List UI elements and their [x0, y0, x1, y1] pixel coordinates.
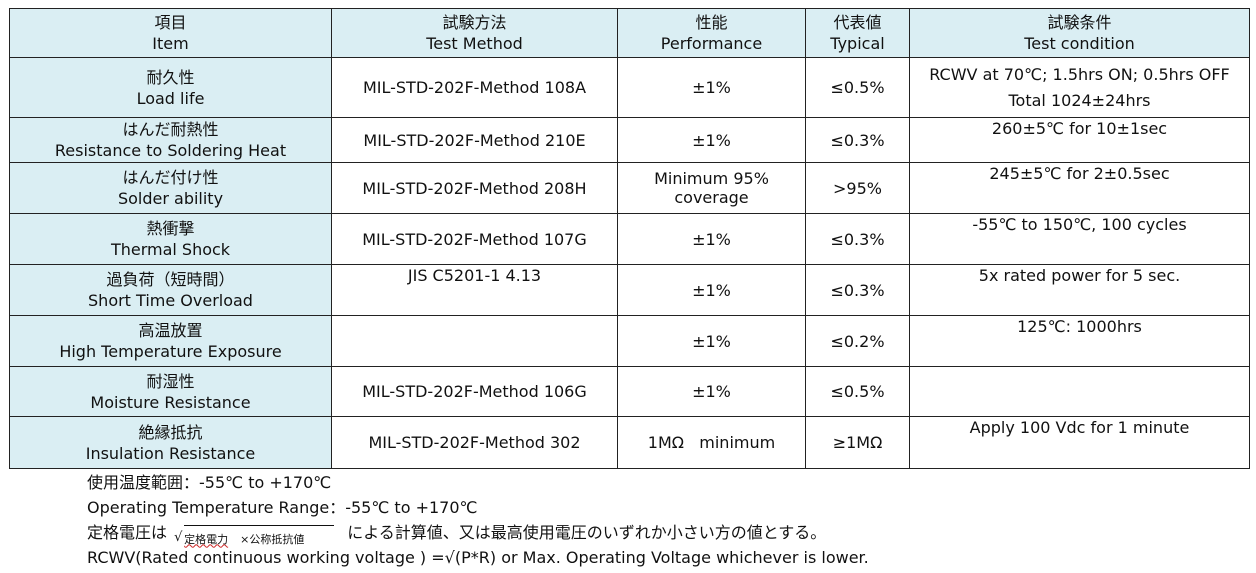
row-condition: 5x rated power for 5 sec.: [909, 264, 1250, 316]
row-performance: Minimum 95% coverage: [617, 162, 806, 214]
row-performance: ±1%: [617, 366, 806, 417]
header-typ-jp: 代表値: [833, 13, 882, 32]
table-row: 耐久性 Load life MIL-STD-202F-Method 108A ±1…: [9, 57, 1250, 118]
note-rated-voltage: 定格電圧は √ 定格電力 ×公称抵抗値 による計算値、又は最高使用電圧のいずれか小…: [87, 520, 869, 546]
row-method: MIL-STD-202F-Method 302: [331, 416, 618, 469]
cond-line-1: RCWV at 70℃; 1.5hrs ON; 0.5hrs OFF: [929, 64, 1230, 84]
row-performance: ±1%: [617, 315, 806, 367]
header-method-en: Test Method: [426, 34, 523, 53]
item-jp: 耐湿性: [146, 371, 195, 391]
row-method: MIL-STD-202F-Method 108A: [331, 57, 618, 118]
item-en: Short Time Overload: [88, 291, 253, 310]
row-condition: 125℃: 1000hrs: [909, 315, 1250, 367]
note-rcwv: RCWV(Rated continuous working voltage ) …: [87, 548, 869, 567]
row-performance: ±1%: [617, 117, 806, 163]
note-temp-jp: 使用温度範囲：-55℃ to +170℃: [87, 473, 332, 492]
header-item: 項目 Item: [9, 8, 332, 58]
header-cond-jp: 試験条件: [1047, 13, 1112, 32]
formula-radicand: 定格電力 ×公称抵抗値: [184, 524, 335, 552]
row-item: 熱衝撃 Thermal Shock: [9, 213, 332, 265]
formula-term-power: 定格電力: [184, 532, 229, 546]
row-typical: ≤0.3%: [805, 213, 910, 265]
item-jp: はんだ耐熱性: [122, 120, 219, 139]
header-method: 試験方法 Test Method: [331, 8, 618, 58]
item-jp: 過負荷（短時間）: [106, 270, 235, 289]
row-method: MIL-STD-202F-Method 107G: [331, 213, 618, 265]
table-row: 絶縁抵抗 Insulation Resistance MIL-STD-202F-M…: [9, 416, 1250, 469]
row-typical: ≤0.5%: [805, 366, 910, 417]
table-row: 熱衝撃 Thermal Shock MIL-STD-202F-Method 107…: [9, 213, 1250, 265]
cond-line-2: Total 1024±24hrs: [1008, 90, 1151, 110]
row-item: 高温放置 High Temperature Exposure: [9, 315, 332, 367]
row-method: MIL-STD-202F-Method 208H: [331, 162, 618, 214]
header-perf-jp: 性能: [695, 13, 728, 32]
table-row: 過負荷（短時間） Short Time Overload JIS C5201-1 …: [9, 264, 1250, 316]
item-jp: 耐久性: [146, 67, 195, 87]
row-item: 耐久性 Load life: [9, 57, 332, 118]
row-item: 絶縁抵抗 Insulation Resistance: [9, 416, 332, 469]
row-performance: ±1%: [617, 213, 806, 265]
item-en: Thermal Shock: [110, 240, 231, 259]
row-condition: Apply 100 Vdc for 1 minute: [909, 416, 1250, 469]
row-typical: ≤0.5%: [805, 57, 910, 118]
row-performance: ±1%: [617, 57, 806, 118]
spec-table: 項目 Item 試験方法 Test Method 性能 Performance 代表値…: [9, 8, 1250, 469]
item-en: Moisture Resistance: [90, 392, 251, 412]
row-condition: -55℃ to 150℃, 100 cycles: [909, 213, 1250, 265]
row-condition: 245±5℃ for 2±0.5sec: [909, 162, 1250, 214]
perf-line-1: Minimum 95%: [654, 169, 769, 188]
header-method-jp: 試験方法: [442, 13, 507, 32]
row-performance: 1MΩ minimum: [617, 416, 806, 469]
item-en: Resistance to Soldering Heat: [54, 141, 287, 160]
row-typical: ≤0.3%: [805, 117, 910, 163]
header-item-en: Item: [152, 34, 189, 53]
table-row: はんだ耐熱性 Resistance to Soldering Heat MIL-S…: [9, 117, 1250, 163]
item-jp: 絶縁抵抗: [138, 422, 203, 442]
row-typical: ≤0.2%: [805, 315, 910, 367]
table-row: 高温放置 High Temperature Exposure ±1% ≤0.2% …: [9, 315, 1250, 367]
row-typical: ≤0.3%: [805, 264, 910, 316]
header-typical: 代表値 Typical: [805, 8, 910, 58]
row-method: MIL-STD-202F-Method 106G: [331, 366, 618, 417]
rated-suffix: による計算値、又は最高使用電圧のいずれか小さい方の値とする。: [347, 523, 827, 542]
formula-term-resistance: ×公称抵抗値: [240, 532, 305, 546]
note-temp-en: Operating Temperature Range：-55℃ to +170…: [87, 498, 478, 517]
row-condition: [909, 366, 1250, 417]
header-item-jp: 項目: [154, 13, 187, 32]
item-en: Load life: [136, 88, 205, 108]
footnotes: 使用温度範囲：-55℃ to +170℃ Operating Temperatu…: [87, 470, 869, 570]
row-typical: ≥1MΩ: [805, 416, 910, 469]
row-condition: 260±5℃ for 10±1sec: [909, 117, 1250, 163]
row-method: MIL-STD-202F-Method 210E: [331, 117, 618, 163]
rated-prefix: 定格電圧は: [87, 523, 168, 542]
item-jp: 高温放置: [138, 321, 203, 340]
sqrt-formula: √ 定格電力 ×公称抵抗値: [172, 523, 342, 546]
row-method: [331, 315, 618, 367]
perf-line-2: coverage: [674, 188, 749, 207]
header-cond-en: Test condition: [1024, 34, 1135, 53]
header-performance: 性能 Performance: [617, 8, 806, 58]
row-condition: RCWV at 70℃; 1.5hrs ON; 0.5hrs OFF Total …: [909, 57, 1250, 118]
row-performance: ±1%: [617, 264, 806, 316]
row-item: はんだ付け性 Solder ability: [9, 162, 332, 214]
row-item: 過負荷（短時間） Short Time Overload: [9, 264, 332, 316]
sqrt-symbol: √: [174, 529, 183, 545]
header-perf-en: Performance: [660, 34, 763, 53]
table-row: はんだ付け性 Solder ability MIL-STD-202F-Method…: [9, 162, 1250, 214]
table-row: 耐湿性 Moisture Resistance MIL-STD-202F-Meth…: [9, 366, 1250, 417]
header-typ-en: Typical: [830, 34, 885, 53]
row-item: 耐湿性 Moisture Resistance: [9, 366, 332, 417]
row-method: JIS C5201-1 4.13: [331, 264, 618, 316]
row-item: はんだ耐熱性 Resistance to Soldering Heat: [9, 117, 332, 163]
header-row: 項目 Item 試験方法 Test Method 性能 Performance 代表値…: [9, 8, 1250, 58]
header-condition: 試験条件 Test condition: [909, 8, 1250, 58]
item-en: Solder ability: [117, 189, 224, 208]
item-jp: 熱衝撃: [146, 219, 195, 238]
row-typical: >95%: [805, 162, 910, 214]
item-en: High Temperature Exposure: [59, 342, 282, 361]
item-jp: はんだ付け性: [122, 168, 219, 187]
item-en: Insulation Resistance: [85, 443, 256, 463]
